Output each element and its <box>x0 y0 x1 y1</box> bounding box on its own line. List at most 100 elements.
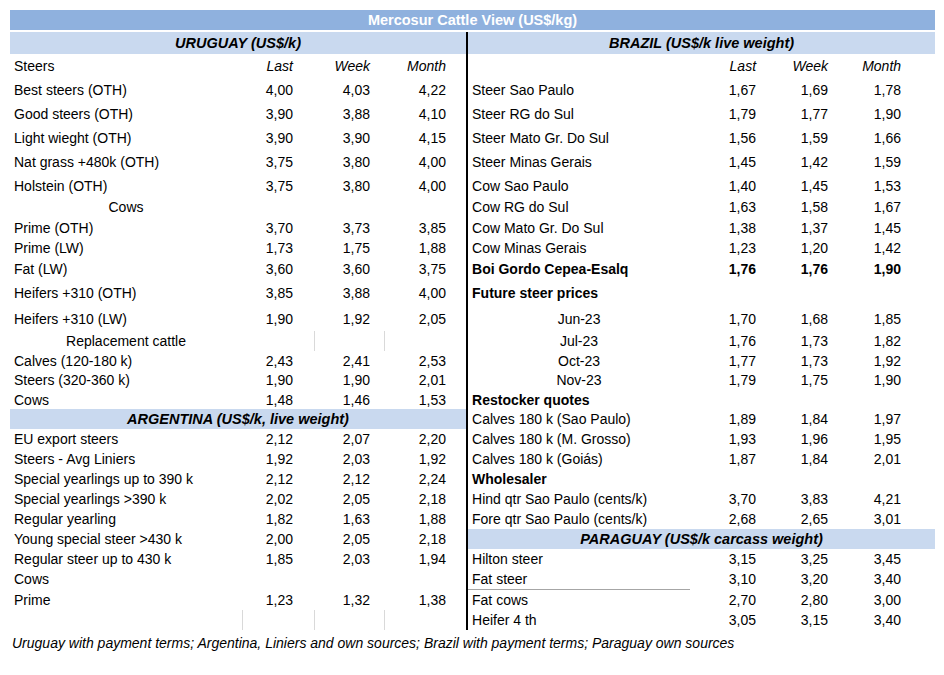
value-last: 1,77 <box>690 351 765 370</box>
value-week: 1,69 <box>765 78 837 102</box>
value-week: 1,84 <box>765 409 837 429</box>
value-month: 1,88 <box>384 509 467 529</box>
value-last: 2,70 <box>690 589 765 610</box>
value-last: 3,60 <box>242 258 314 280</box>
row-label: Cows <box>10 390 242 409</box>
row-label: Cow Sao Paulo <box>467 174 690 197</box>
value-week: 1,58 <box>765 197 837 217</box>
value-last: 1,90 <box>242 306 314 331</box>
value-week <box>765 469 837 489</box>
value-week: 1,42 <box>765 150 837 174</box>
row-label: Cow Mato Gr. Do Sul <box>467 217 690 238</box>
column-header: Month <box>837 54 935 78</box>
row-label: Cow RG do Sul <box>467 197 690 217</box>
value-month: 1,53 <box>384 390 467 409</box>
row-label: Special yearlings up to 390 k <box>10 469 242 489</box>
value-week <box>314 569 384 589</box>
value-month <box>384 197 467 217</box>
row-label: Steer RG do Sul <box>467 102 690 126</box>
value-month: 1,92 <box>384 449 467 469</box>
price-table-body: URUGUAY (US$/k)BRAZIL (US$/k live weight… <box>10 32 935 630</box>
value-month <box>384 569 467 589</box>
value-month: 2,24 <box>384 469 467 489</box>
table-row: ARGENTINA (US$/k, live weight)Calves 180… <box>10 409 935 429</box>
row-label: Calves 180 k (Sao Paulo) <box>467 409 690 429</box>
value-month <box>837 390 935 409</box>
value-last: 1,45 <box>690 150 765 174</box>
value-week: 2,03 <box>314 549 384 569</box>
value-week: 3,60 <box>314 258 384 280</box>
value-last: 1,79 <box>690 102 765 126</box>
row-label: Special yearlings >390 k <box>10 489 242 509</box>
value-last: 1,23 <box>242 589 314 610</box>
value-week: 1,73 <box>765 351 837 370</box>
value-month: 1,66 <box>837 126 935 150</box>
row-label: Steers (320-360 k) <box>10 370 242 390</box>
value-week: 1,90 <box>314 370 384 390</box>
value-last: 1,67 <box>690 78 765 102</box>
value-last: 1,76 <box>690 331 765 351</box>
table-row: Young special steer >430 k2,002,052,18PA… <box>10 529 935 549</box>
row-label: Hind qtr Sao Paulo (cents/k) <box>467 489 690 509</box>
value-last: 1,82 <box>242 509 314 529</box>
value-last: 2,43 <box>242 351 314 370</box>
value-month: 2,53 <box>384 351 467 370</box>
value-week <box>314 331 384 351</box>
row-label: Heifers +310 (LW) <box>10 306 242 331</box>
value-week: 2,07 <box>314 429 384 449</box>
row-label: Regular steer up to 430 k <box>10 549 242 569</box>
value-month: 2,20 <box>384 429 467 449</box>
table-row: Holstein (OTH)3,753,804,00Cow Sao Paulo1… <box>10 174 935 197</box>
value-week: 3,80 <box>314 150 384 174</box>
value-last: 3,75 <box>242 150 314 174</box>
column-header: Last <box>242 54 314 78</box>
value-week: 3,90 <box>314 126 384 150</box>
value-week <box>314 610 384 630</box>
value-last: 1,93 <box>690 429 765 449</box>
value-month: 1,45 <box>837 217 935 238</box>
value-week: 1,75 <box>765 370 837 390</box>
value-week: 2,80 <box>765 589 837 610</box>
value-last: 3,15 <box>690 549 765 569</box>
value-month <box>384 331 467 351</box>
row-label: Steers <box>10 54 242 78</box>
row-label: Restocker quotes <box>467 390 690 409</box>
row-label <box>10 610 242 630</box>
value-last: 1,89 <box>690 409 765 429</box>
value-month <box>384 610 467 630</box>
value-month: 4,10 <box>384 102 467 126</box>
value-last <box>690 280 765 306</box>
value-week: 2,05 <box>314 529 384 549</box>
value-week: 3,15 <box>765 610 837 630</box>
value-last: 1,87 <box>690 449 765 469</box>
price-table: URUGUAY (US$/k)BRAZIL (US$/k live weight… <box>10 32 935 630</box>
report-body: Mercosur Cattle View (US$/kg) URUGUAY (U… <box>10 10 935 651</box>
row-label: Heifer 4 th <box>467 610 690 630</box>
row-label: Fat cows <box>467 589 690 610</box>
value-last: 1,70 <box>690 306 765 331</box>
value-week: 1,37 <box>765 217 837 238</box>
row-label: Calves 180 k (Goiás) <box>467 449 690 469</box>
value-week: 1,32 <box>314 589 384 610</box>
table-row: CowsFat steer3,103,203,40 <box>10 569 935 589</box>
value-week: 2,65 <box>765 509 837 529</box>
value-month: 3,40 <box>837 569 935 589</box>
value-week: 1,68 <box>765 306 837 331</box>
row-label: Fore qtr Sao Paulo (cents/k) <box>467 509 690 529</box>
value-month: 2,01 <box>384 370 467 390</box>
row-label: Fat steer <box>467 569 690 589</box>
table-row: Replacement cattleJul-231,761,731,82 <box>10 331 935 351</box>
table-row: Steers - Avg Liniers1,922,031,92Calves 1… <box>10 449 935 469</box>
row-label: Heifers +310 (OTH) <box>10 280 242 306</box>
value-month: 2,01 <box>837 449 935 469</box>
value-last: 3,70 <box>690 489 765 509</box>
value-month: 1,42 <box>837 238 935 258</box>
table-row: Fat (LW)3,603,603,75Boi Gordo Cepea-Esal… <box>10 258 935 280</box>
value-last: 1,79 <box>690 370 765 390</box>
value-month: 4,15 <box>384 126 467 150</box>
value-month: 1,88 <box>384 238 467 258</box>
value-month: 1,38 <box>384 589 467 610</box>
value-month: 1,67 <box>837 197 935 217</box>
table-row: Heifers +310 (OTH)3,853,884,00Future ste… <box>10 280 935 306</box>
table-row: Light wieght (OTH)3,903,904,15Steer Mato… <box>10 126 935 150</box>
